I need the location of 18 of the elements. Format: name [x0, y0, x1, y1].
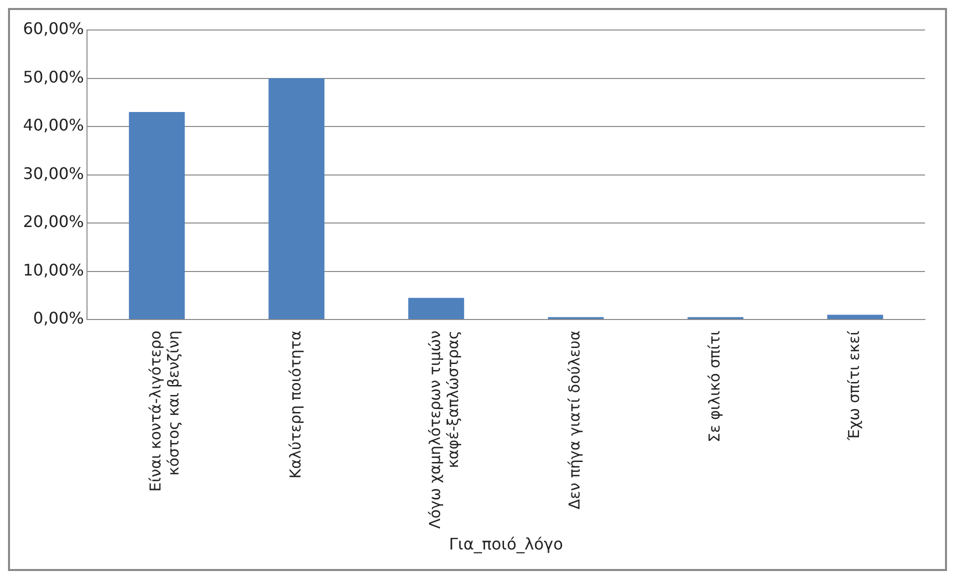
x-tick-label: Λόγω χαμηλότερων τιμών καφέ-ξαπλώστρας — [426, 330, 462, 529]
bar — [827, 314, 884, 320]
y-tick-label: 20,00% — [22, 212, 84, 232]
bar — [268, 78, 324, 320]
y-tick-label: 10,00% — [22, 260, 84, 280]
y-tick-label: 60,00% — [22, 19, 84, 38]
x-tick-label: Έχω σπίτι εκεί — [845, 330, 864, 442]
y-tick-label: 40,00% — [22, 116, 84, 135]
x-tick-label: Σε φιλικό σπίτι — [705, 330, 724, 442]
y-tick-label: 30,00% — [22, 164, 84, 183]
x-tick-label: Είναι κοντά-λιγότερο κόστος και βενζίνη — [146, 330, 183, 492]
bar — [128, 112, 185, 320]
x-axis-title: Για_ποιό_λόγο — [448, 534, 564, 554]
x-tick-label: Δεν πήγα γιατί δούλευα — [566, 330, 584, 510]
y-tick-label: 0,00% — [33, 308, 84, 328]
y-tick-label: 50,00% — [22, 67, 84, 86]
bar — [408, 298, 464, 320]
x-tick-label: Καλύτερη ποιότητα — [286, 330, 304, 479]
